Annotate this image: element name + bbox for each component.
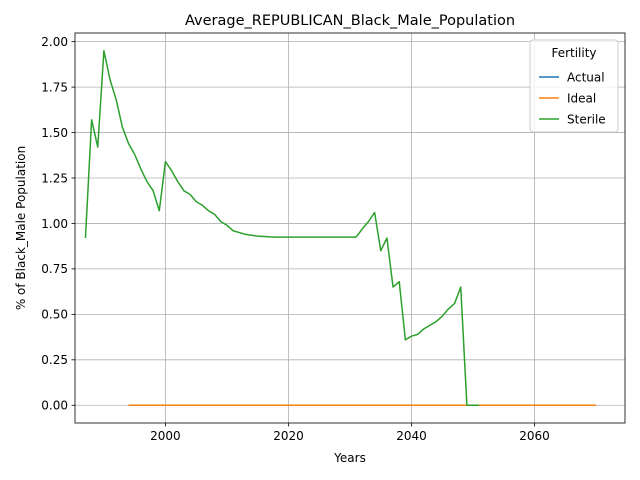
x-tick-label: 2060 — [519, 429, 550, 443]
y-tick-label: 1.50 — [41, 126, 68, 140]
y-tick-label: 1.75 — [41, 80, 68, 94]
y-tick-label: 0.50 — [41, 308, 68, 322]
x-axis-label: Years — [333, 451, 366, 465]
legend: Fertility Actual Ideal Sterile — [529, 39, 619, 133]
series-line-sterile — [84, 49, 480, 407]
legend-label-actual: Actual — [567, 70, 605, 84]
y-tick-label: 0.75 — [41, 262, 68, 276]
grid — [75, 33, 625, 423]
chart-title: Average_REPUBLICAN_Black_Male_Population — [185, 13, 515, 29]
x-tick-label: 2040 — [396, 429, 427, 443]
y-tick-label: 0.00 — [41, 399, 68, 413]
legend-label-ideal: Ideal — [567, 91, 596, 105]
x-tick-label: 2020 — [273, 429, 304, 443]
legend-box — [529, 39, 619, 133]
y-axis-label: % of Black_Male Population — [14, 146, 28, 310]
y-tick-label: 2.00 — [41, 35, 68, 49]
plot-frame — [74, 32, 626, 424]
legend-label-sterile: Sterile — [567, 112, 606, 126]
y-tick-label: 0.25 — [41, 353, 68, 367]
legend-title: Fertility — [551, 46, 596, 60]
x-tick-label: 2000 — [150, 429, 181, 443]
series-lines — [84, 49, 597, 407]
y-tick-label: 1.25 — [41, 171, 68, 185]
axis-ticks: 2000 2020 2040 2060 0.00 0.25 0.50 0.75 1.00 1.25… — [41, 35, 550, 443]
y-tick-label: 1.00 — [41, 217, 68, 231]
